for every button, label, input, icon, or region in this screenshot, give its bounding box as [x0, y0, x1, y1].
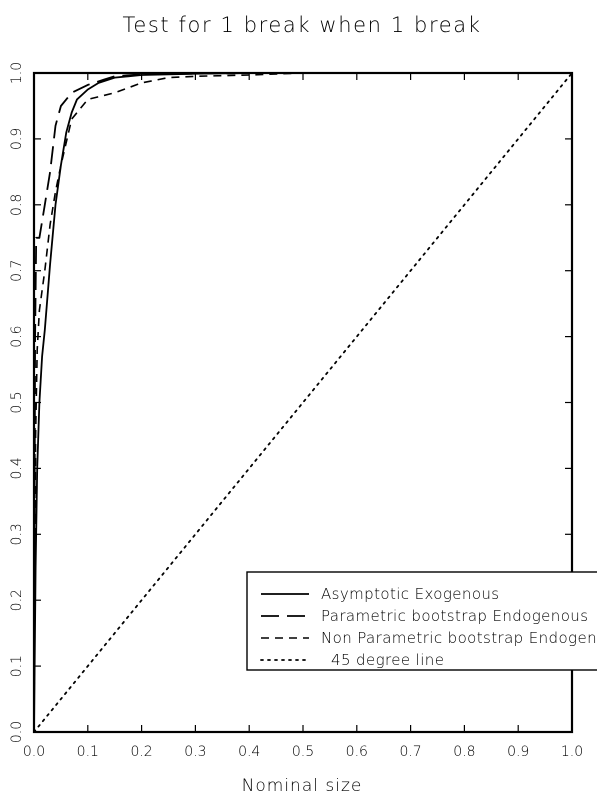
y-tick-label: 0.0 [9, 721, 25, 743]
x-tick-label: 0.8 [453, 744, 475, 760]
x-tick-label: 0.9 [507, 744, 529, 760]
legend: Asymptotic Exogenous Parametric bootstrap… [246, 571, 597, 671]
y-tick-label: 0.5 [9, 391, 25, 413]
y-tick-label: 0.8 [9, 194, 25, 216]
y-tick-label: 0.1 [9, 655, 25, 677]
series-line-shortdash [33, 72, 304, 733]
chart-title: Test for 1 break when 1 break [122, 13, 481, 37]
x-tick-label: 0.7 [399, 744, 421, 760]
legend-label: Non Parametric bootstrap Endogenous [321, 629, 597, 647]
y-tick-label: 0.4 [9, 457, 25, 479]
legend-box [246, 571, 597, 671]
x-tick-label: 0.5 [292, 744, 314, 760]
x-tick-label: 0.1 [77, 744, 99, 760]
y-tick-label: 0.2 [9, 589, 25, 611]
y-tick-label: 1.0 [9, 62, 25, 84]
series-line-longdash [33, 72, 293, 733]
x-tick-label: 0.0 [23, 744, 45, 760]
y-tick-label: 0.7 [9, 260, 25, 282]
y-tick-label: 0.3 [9, 523, 25, 545]
x-tick-label: 0.4 [238, 744, 260, 760]
axes: 0.0 0.1 0.2 0.3 0.4 0.5 0.6 0.7 0.8 0.9 1.0 0.0 0.1 0… [9, 62, 583, 760]
series-layer [33, 72, 573, 733]
series-line-dotted [33, 72, 573, 733]
legend-label: Parametric bootstrap Endogenous [321, 607, 588, 625]
legend-label: 45 degree line [331, 651, 444, 669]
x-tick-label: 0.3 [184, 744, 206, 760]
x-tick-label: 0.6 [346, 744, 368, 760]
x-tick-label: 0.2 [130, 744, 152, 760]
y-tick-label: 0.9 [9, 128, 25, 150]
x-tick-label: 1.0 [561, 744, 583, 760]
y-tick-label: 0.6 [9, 325, 25, 347]
legend-label: Asymptotic Exogenous [321, 585, 500, 603]
x-axis-label: Nominal size [242, 776, 363, 796]
